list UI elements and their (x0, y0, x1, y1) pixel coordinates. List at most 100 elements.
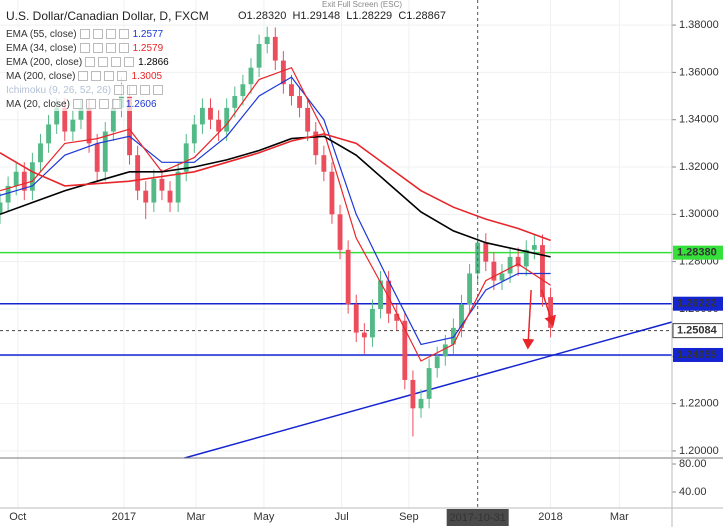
legend-icon[interactable] (153, 85, 164, 96)
y-tick-label: 1.34000 (679, 114, 719, 126)
candle-body (540, 245, 545, 298)
legend-item[interactable]: MA (20, close) 1.2606 (6, 98, 157, 111)
candle-body (29, 162, 35, 191)
candle-body (280, 60, 286, 85)
exit-fullscreen[interactable]: Exit Full Screen (ESC) (322, 0, 403, 9)
candle-body (127, 96, 132, 156)
candle-body (167, 190, 173, 203)
legend-name: MA (200, close) (6, 71, 76, 82)
legend-icon[interactable] (91, 71, 102, 82)
legend-icon[interactable] (85, 57, 96, 68)
candle-body (491, 261, 497, 281)
candle-body (46, 124, 52, 144)
legend-icon[interactable] (79, 43, 90, 54)
level-label: 1.25084 (677, 325, 718, 337)
x-tick-label: 2018 (538, 511, 562, 523)
legend-name: EMA (200, close) (6, 57, 83, 68)
legend-icon[interactable] (111, 99, 122, 110)
legend-icon[interactable] (92, 43, 103, 54)
legend-item[interactable]: Ichimoku (9, 26, 52, 26) (6, 84, 164, 97)
candle-body (353, 304, 359, 333)
legend-icon[interactable] (104, 71, 115, 82)
candle-body (321, 155, 327, 172)
level-label-bg (673, 296, 723, 311)
indicator-line (0, 133, 551, 242)
x-tick-label: Mar (186, 511, 205, 523)
candle-body (135, 155, 141, 191)
legend-icon[interactable] (92, 29, 103, 40)
candle-body (337, 214, 343, 250)
arrow (522, 289, 535, 350)
candle-body (305, 107, 311, 132)
y-tick-label: 1.30000 (679, 208, 719, 220)
legend-icon[interactable] (85, 99, 96, 110)
legend-icon[interactable] (111, 57, 122, 68)
y-tick-label: 1.38000 (679, 19, 719, 31)
candle-body (442, 344, 448, 357)
candle-body (313, 131, 319, 156)
legend-icon[interactable] (105, 43, 116, 54)
candle-body (402, 320, 408, 380)
candle-body (0, 202, 3, 215)
indicator-line (0, 135, 551, 258)
legend-icon[interactable] (118, 43, 129, 54)
y-tick-label: 1.32000 (679, 161, 719, 173)
candle-body (70, 119, 76, 132)
legend-item[interactable]: EMA (34, close) 1.2579 (6, 42, 164, 55)
legend-icon[interactable] (118, 29, 129, 40)
candle-body (531, 245, 537, 250)
legend-value: 1.2577 (132, 29, 164, 40)
candle-body (110, 107, 116, 132)
candle-body (199, 107, 205, 125)
legend-icon[interactable] (127, 85, 138, 96)
legend-name: Ichimoku (9, 26, 52, 26) (6, 85, 112, 96)
legend-name: EMA (34, close) (6, 43, 77, 54)
legend-icon[interactable] (78, 71, 89, 82)
arrow (540, 289, 556, 327)
x-tick-label: May (254, 511, 275, 523)
ohlc-low: L1.28229 (346, 10, 393, 22)
candle-body (102, 131, 108, 172)
candle-body (515, 256, 521, 267)
candle-body (248, 67, 254, 85)
candle-body (434, 356, 440, 369)
candle-body (507, 256, 513, 274)
legend-icon[interactable] (124, 57, 135, 68)
legend-icon[interactable] (98, 99, 109, 110)
legend-icon[interactable] (114, 85, 125, 96)
level-label: 1.28380 (677, 247, 717, 259)
crosshair-label: 2017-10-31 (450, 512, 506, 524)
candle-body (143, 190, 149, 203)
ohlc-open: O1.28320 (238, 10, 287, 22)
legend-name: EMA (55, close) (6, 29, 77, 40)
legend-value: 1.2866 (138, 57, 169, 68)
level-label-bg (673, 245, 723, 260)
candle-body (499, 273, 505, 281)
candle-body (410, 379, 416, 409)
legend-icon[interactable] (98, 57, 109, 68)
candle-body (151, 178, 157, 203)
candle-body (216, 119, 222, 132)
level-label-bg (673, 347, 723, 362)
legend-value: 1.2579 (132, 43, 164, 54)
x-tick-label: Jul (335, 511, 349, 523)
candle-body (224, 107, 230, 132)
candle-body (78, 107, 84, 120)
level-label-bg (672, 323, 723, 339)
legend-item[interactable]: EMA (200, close) 1.2866 (6, 56, 169, 69)
legend-icon[interactable] (79, 29, 90, 40)
ohlc-close: C1.28867 (398, 10, 447, 22)
legend-item[interactable]: EMA (55, close) 1.2577 (6, 28, 164, 41)
level-label: 1.26222 (677, 298, 717, 310)
legend-icon[interactable] (140, 85, 151, 96)
legend-value: 1.2606 (125, 99, 157, 110)
legend-icon[interactable] (117, 71, 128, 82)
legend-icon[interactable] (72, 99, 83, 110)
candle-body (523, 249, 529, 267)
price-axis-bg (672, 0, 723, 527)
legend-item[interactable]: MA (200, close) 1.3005 (6, 70, 163, 83)
y-tick-label: 80.00 (679, 458, 707, 470)
legend-icon[interactable] (105, 29, 116, 40)
candle-body (256, 44, 262, 68)
indicator-line (0, 66, 551, 362)
